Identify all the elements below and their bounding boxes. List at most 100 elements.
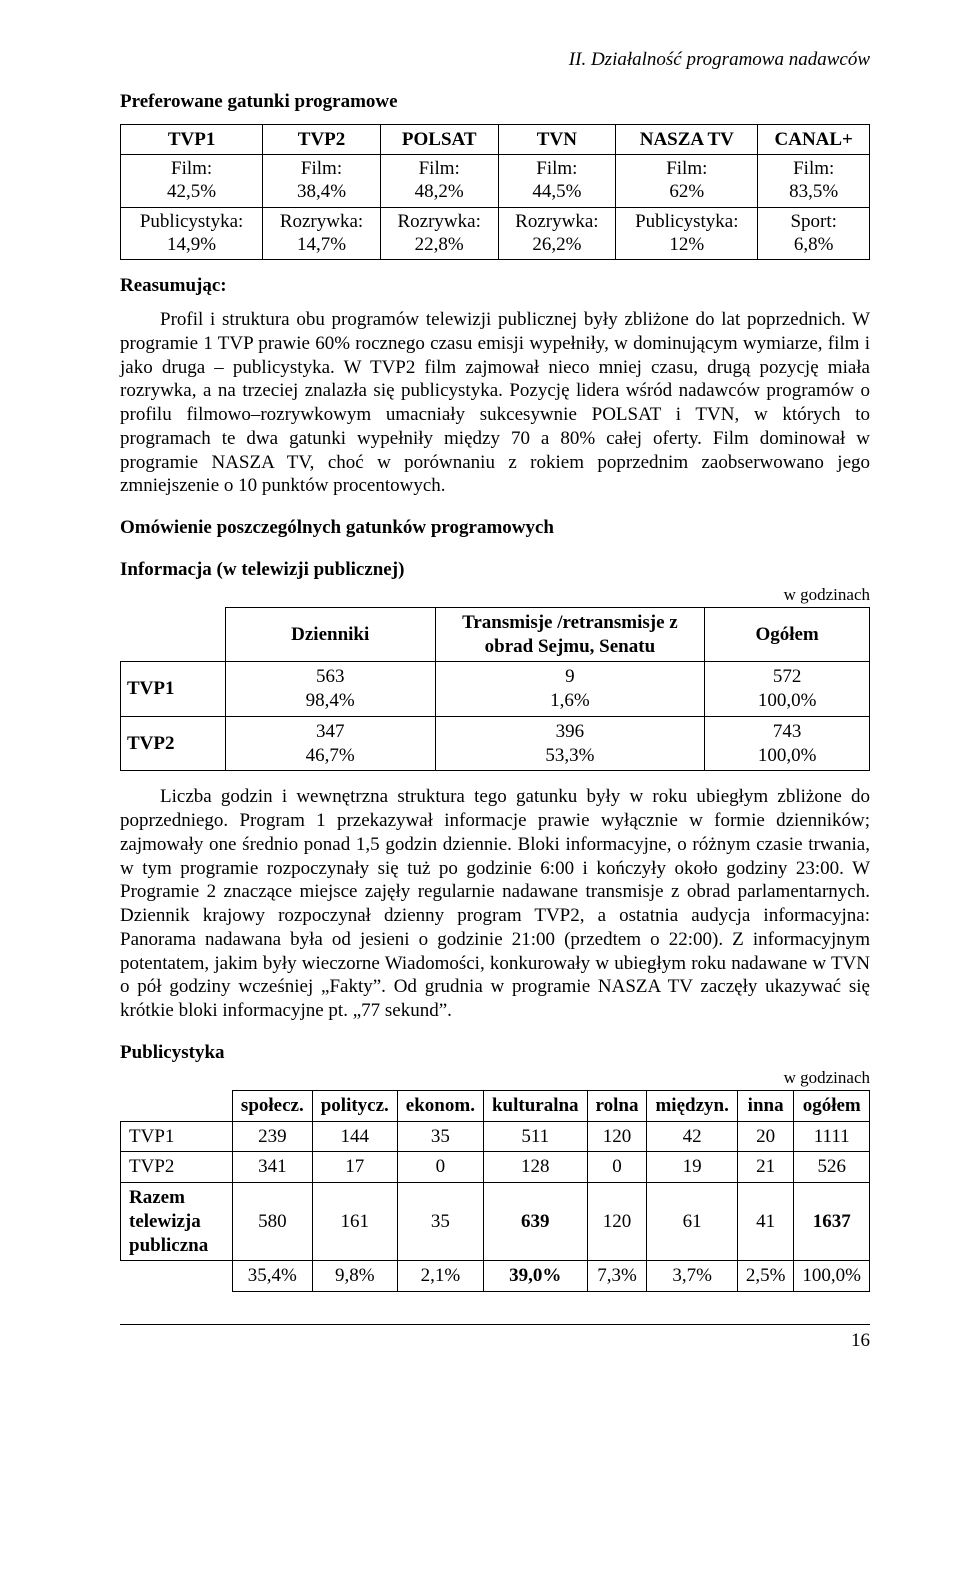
t3-h5: międzyn.: [647, 1090, 737, 1121]
t3-r1-1: 17: [312, 1152, 397, 1183]
t3-p6: 2,5%: [737, 1261, 794, 1292]
t3-r0-7: 1111: [794, 1121, 870, 1152]
t1-r1c3b: 44,5%: [532, 181, 581, 202]
t1-r2c0a: Publicystyka:: [140, 211, 243, 232]
running-header: II. Działalność programowa nadawców: [120, 48, 870, 72]
w-godzinach-2: w godzinach: [120, 1067, 870, 1088]
t1-r2c5b: 6,8%: [794, 234, 834, 255]
t1-r2c3b: 26,2%: [532, 234, 581, 255]
t1-r1c5b: 83,5%: [789, 181, 838, 202]
t2-r0-c3b: 100,0%: [758, 690, 817, 711]
para-informacja: Liczba godzin i wewnętrzna struktura teg…: [120, 785, 870, 1023]
t2-r1-c1: 347: [316, 721, 345, 742]
t1-h3: TVN: [498, 124, 616, 155]
t3-r2-7: 1637: [794, 1183, 870, 1261]
t1-r1c1b: 38,4%: [297, 181, 346, 202]
info-title: Informacja (w telewizji publicznej): [120, 558, 870, 582]
t3-h7: ogółem: [794, 1090, 870, 1121]
t3-r1-name: TVP2: [121, 1152, 233, 1183]
t1-r2c2b: 22,8%: [415, 234, 464, 255]
t1-h1: TVP2: [263, 124, 381, 155]
table-publicystyka: społecz. politycz. ekonom. kulturalna ro…: [120, 1090, 870, 1292]
t1-r1c4a: Film:: [666, 158, 707, 179]
t1-r1c5a: Film:: [793, 158, 834, 179]
t2-r1-c3: 743: [773, 721, 802, 742]
t3-r1-6: 21: [737, 1152, 794, 1183]
t2-r0-c1: 563: [316, 666, 345, 687]
t3-r2-3: 639: [483, 1183, 587, 1261]
t3-p4: 7,3%: [587, 1261, 647, 1292]
t2-r0-c1b: 98,4%: [306, 690, 355, 711]
table-informacja: Dzienniki Transmisje /retransmisje z obr…: [120, 607, 870, 772]
t1-r1c1a: Film:: [301, 158, 342, 179]
t3-r1-5: 19: [647, 1152, 737, 1183]
t3-r2-0: 580: [232, 1183, 312, 1261]
t3-r0-name: TVP1: [121, 1121, 233, 1152]
t3-p2: 2,1%: [397, 1261, 483, 1292]
t3-r0-5: 42: [647, 1121, 737, 1152]
w-godzinach-1: w godzinach: [120, 584, 870, 605]
t2-r1-c2b: 53,3%: [545, 745, 594, 766]
t1-r1c0a: Film:: [171, 158, 212, 179]
t2-h0: Dzienniki: [225, 607, 435, 662]
t3-r0-2: 35: [397, 1121, 483, 1152]
t3-r2-name: Razem telewizja publiczna: [121, 1183, 233, 1261]
t3-r1-0: 341: [232, 1152, 312, 1183]
t2-r0-c2: 9: [565, 666, 575, 687]
t1-h0: TVP1: [121, 124, 263, 155]
t1-r2c4b: 12%: [669, 234, 704, 255]
t3-h2: ekonom.: [397, 1090, 483, 1121]
t2-r1-name: TVP2: [127, 733, 175, 754]
t3-p0: 35,4%: [232, 1261, 312, 1292]
t1-r2c0b: 14,9%: [167, 234, 216, 255]
reasumujac-label: Reasumując:: [120, 275, 227, 296]
t1-r1c3a: Film:: [536, 158, 577, 179]
t3-h0: społecz.: [232, 1090, 312, 1121]
t1-r2c1a: Rozrywka:: [280, 211, 363, 232]
section2-title: Omówienie poszczególnych gatunków progra…: [120, 516, 870, 540]
t1-h5: CANAL+: [758, 124, 870, 155]
t2-h2: Ogółem: [705, 607, 870, 662]
section1-title: Preferowane gatunki programowe: [120, 90, 870, 114]
t2-r1-c3b: 100,0%: [758, 745, 817, 766]
t3-p5: 3,7%: [647, 1261, 737, 1292]
t2-r0-c2b: 1,6%: [550, 690, 590, 711]
t3-r0-0: 239: [232, 1121, 312, 1152]
t3-h1: politycz.: [312, 1090, 397, 1121]
t1-h4: NASZA TV: [616, 124, 758, 155]
t1-r1c2a: Film:: [419, 158, 460, 179]
t3-h3: kulturalna: [483, 1090, 587, 1121]
t2-r0-c3: 572: [773, 666, 802, 687]
footer-rule: [120, 1324, 870, 1325]
t3-r1-7: 526: [794, 1152, 870, 1183]
t3-r2-2: 35: [397, 1183, 483, 1261]
t1-r1c2b: 48,2%: [415, 181, 464, 202]
t3-r2-6: 41: [737, 1183, 794, 1261]
t3-r1-3: 128: [483, 1152, 587, 1183]
t1-r2c4a: Publicystyka:: [635, 211, 738, 232]
t3-r2-5: 61: [647, 1183, 737, 1261]
t1-r2c2a: Rozrywka:: [398, 211, 481, 232]
t1-r2c5a: Sport:: [790, 211, 836, 232]
t1-r2c3a: Rozrywka:: [515, 211, 598, 232]
t3-r0-4: 120: [587, 1121, 647, 1152]
t3-r0-3: 511: [483, 1121, 587, 1152]
t2-h1: Transmisje /retransmisje z obrad Sejmu, …: [435, 607, 705, 662]
t3-p3: 39,0%: [483, 1261, 587, 1292]
t3-r1-4: 0: [587, 1152, 647, 1183]
t2-r0-name: TVP1: [127, 678, 175, 699]
t3-r0-6: 20: [737, 1121, 794, 1152]
t3-r2-1: 161: [312, 1183, 397, 1261]
page-number: 16: [120, 1329, 870, 1353]
t2-r1-c1b: 46,7%: [306, 745, 355, 766]
t1-r1c0b: 42,5%: [167, 181, 216, 202]
t3-p7: 100,0%: [794, 1261, 870, 1292]
t1-h2: POLSAT: [380, 124, 498, 155]
t3-h4: rolna: [587, 1090, 647, 1121]
table-preferowane: TVP1 TVP2 POLSAT TVN NASZA TV CANAL+ Fil…: [120, 124, 870, 261]
t3-r2-4: 120: [587, 1183, 647, 1261]
t1-r2c1b: 14,7%: [297, 234, 346, 255]
t1-r1c4b: 62%: [669, 181, 704, 202]
para-reasumujac: Profil i struktura obu programów telewiz…: [120, 308, 870, 498]
t3-r1-2: 0: [397, 1152, 483, 1183]
